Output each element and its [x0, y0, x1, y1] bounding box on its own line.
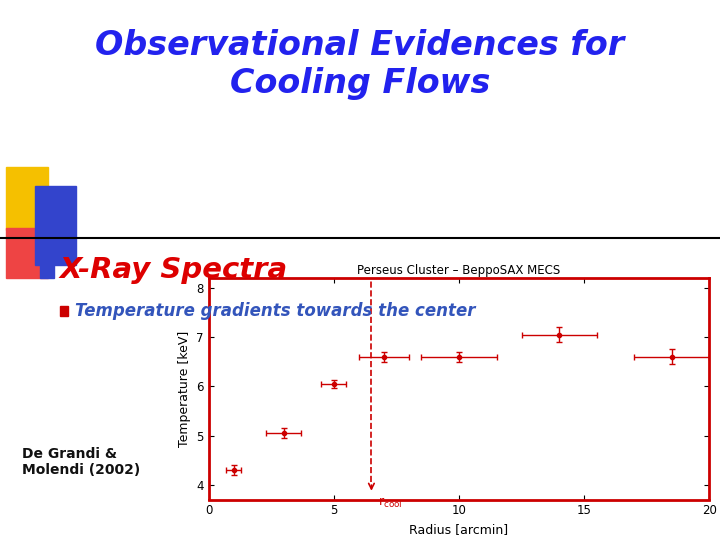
Text: Observational Evidences for: Observational Evidences for [95, 29, 625, 63]
Text: Temperature gradients towards the center: Temperature gradients towards the center [75, 302, 475, 320]
Bar [35, 186, 76, 265]
Text: De Grandi &
Molendi (2002): De Grandi & Molendi (2002) [22, 447, 140, 477]
Bar [60, 306, 68, 316]
Text: Cooling Flows: Cooling Flows [230, 67, 490, 100]
Bar [6, 167, 48, 230]
X-axis label: Radius [arcmin]: Radius [arcmin] [410, 523, 508, 536]
Y-axis label: Temperature [keV]: Temperature [keV] [178, 330, 191, 447]
Text: r$_{\rm cool}$: r$_{\rm cool}$ [378, 496, 402, 510]
Bar [6, 228, 48, 278]
Title: Perseus Cluster – BeppoSAX MECS: Perseus Cluster – BeppoSAX MECS [357, 264, 561, 277]
Bar [40, 262, 54, 278]
Text: X-Ray Spectra: X-Ray Spectra [59, 256, 287, 284]
